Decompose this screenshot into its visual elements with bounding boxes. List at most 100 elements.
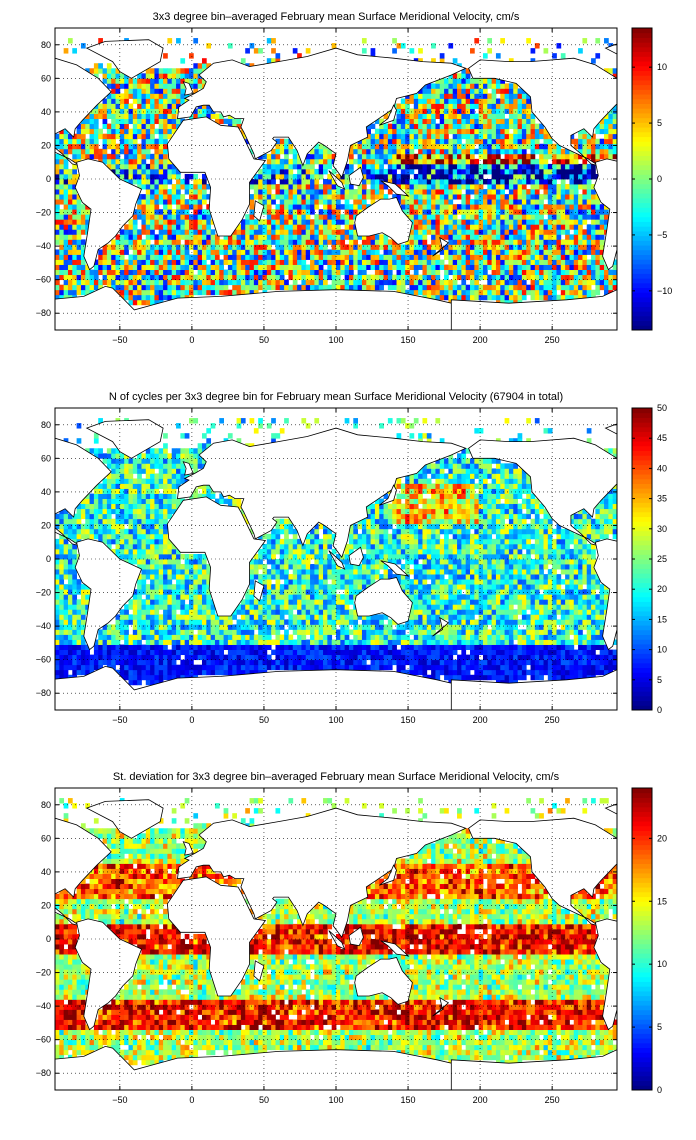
heatmap-cell — [327, 284, 333, 291]
heatmap-cell — [197, 194, 203, 200]
heatmap-cell — [115, 284, 121, 291]
heatmap-cell — [448, 83, 454, 89]
heatmap-cell — [171, 259, 177, 265]
heatmap-cell — [526, 224, 531, 230]
heatmap-cell — [279, 284, 285, 291]
heatmap-cell — [487, 669, 493, 676]
heatmap-cell — [67, 284, 73, 291]
heatmap-cell — [80, 123, 86, 130]
heatmap-cell — [405, 289, 410, 296]
heatmap-cell — [517, 98, 523, 104]
heatmap-cell — [176, 229, 181, 235]
heatmap-cell — [119, 249, 125, 255]
heatmap-cell — [193, 254, 199, 260]
heatmap-cell — [76, 284, 82, 291]
colorbar-swatch — [632, 28, 652, 34]
heatmap-cell — [604, 113, 609, 119]
heatmap-cell — [288, 274, 294, 281]
heatmap-cell — [452, 108, 458, 114]
heatmap-cell — [457, 138, 462, 145]
heatmap-cell — [331, 259, 337, 265]
heatmap-cell — [487, 168, 493, 175]
heatmap-cell — [578, 649, 583, 656]
heatmap-cell — [292, 163, 298, 170]
heatmap-cell — [80, 244, 86, 250]
heatmap-cell — [76, 669, 82, 676]
colorbar-swatch — [632, 282, 652, 289]
heatmap-cell — [448, 189, 454, 195]
heatmap-cell — [132, 664, 138, 671]
heatmap-cell — [266, 224, 272, 230]
heatmap-cell — [552, 664, 557, 671]
heatmap-cell — [379, 128, 384, 135]
heatmap-cell — [275, 659, 281, 666]
heatmap-cell — [340, 254, 346, 260]
heatmap-cell — [98, 659, 103, 666]
heatmap-cell — [461, 133, 467, 140]
heatmap-cell — [487, 649, 493, 656]
heatmap-cell — [223, 254, 229, 260]
heatmap-cell — [124, 674, 129, 681]
heatmap-cell — [158, 274, 164, 281]
heatmap-cell — [470, 274, 475, 281]
heatmap-cell — [305, 209, 311, 215]
heatmap-cell — [171, 163, 177, 170]
heatmap-cell — [491, 289, 497, 296]
heatmap-cell — [604, 264, 609, 270]
heatmap-cell — [426, 284, 432, 291]
heatmap-cell — [340, 649, 346, 656]
heatmap-cell — [405, 103, 410, 109]
heatmap-cell — [491, 184, 497, 190]
heatmap-cell — [115, 148, 121, 155]
heatmap-cell — [150, 98, 155, 104]
heatmap-cell — [115, 68, 121, 74]
heatmap-cell — [232, 274, 237, 281]
heatmap-cell — [409, 168, 415, 175]
heatmap-cell — [93, 644, 99, 650]
heatmap-cell — [387, 254, 393, 260]
heatmap-cell — [517, 194, 523, 200]
heatmap-cell — [167, 163, 173, 170]
heatmap-cell — [59, 143, 65, 150]
heatmap-cell — [63, 294, 69, 301]
heatmap-cell — [55, 194, 60, 200]
heatmap-cell — [275, 284, 281, 291]
colorbar-swatch — [632, 296, 652, 303]
heatmap-cell — [565, 289, 570, 296]
heatmap-cell — [422, 189, 428, 195]
heatmap-cell — [158, 148, 164, 155]
heatmap-cell — [478, 234, 484, 240]
heatmap-cell — [297, 264, 302, 270]
heatmap-cell — [124, 294, 129, 301]
heatmap-cell — [150, 199, 155, 205]
heatmap-cell — [461, 83, 467, 89]
heatmap-cell — [591, 664, 596, 671]
heatmap-cell — [599, 269, 605, 276]
heatmap-cell — [323, 274, 328, 281]
heatmap-cell — [189, 644, 194, 650]
heatmap-cell — [93, 654, 99, 661]
heatmap-cell — [491, 674, 497, 681]
heatmap-cell — [543, 158, 549, 165]
heatmap-cell — [431, 204, 436, 210]
heatmap-cell — [569, 173, 575, 180]
heatmap-cell — [595, 669, 601, 676]
heatmap-cell — [245, 224, 250, 230]
heatmap-cell — [491, 168, 497, 175]
heatmap-cell — [396, 249, 402, 255]
heatmap-cell — [262, 254, 268, 260]
heatmap-cell — [552, 649, 557, 656]
heatmap-cell — [232, 118, 237, 125]
heatmap-cell — [158, 108, 164, 114]
heatmap-cell — [500, 184, 505, 190]
heatmap-cell — [279, 254, 285, 260]
heatmap-cell — [543, 249, 549, 255]
heatmap-cell — [387, 274, 393, 281]
heatmap-cell — [608, 143, 614, 150]
heatmap-cell — [504, 163, 510, 170]
heatmap-cell — [452, 163, 458, 170]
heatmap-cell — [500, 173, 505, 180]
heatmap-cell — [245, 654, 250, 661]
heatmap-cell — [219, 249, 224, 255]
heatmap-cell — [392, 254, 397, 260]
